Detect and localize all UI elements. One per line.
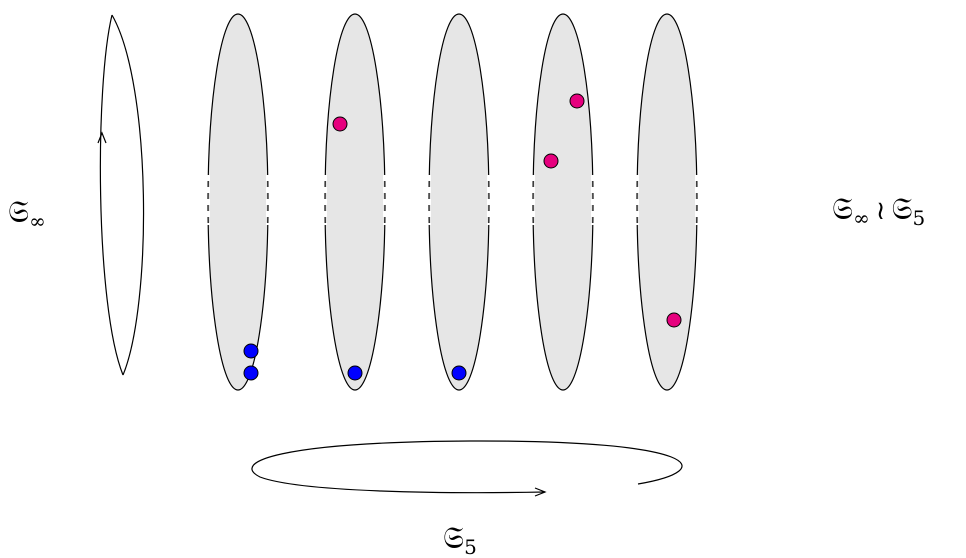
ellipse-column-5 [636,13,698,391]
vertical-loop-front [99,14,124,376]
ellipse-break-marks [206,175,699,225]
blue-dot [451,365,467,381]
blue-dot [243,343,259,359]
ellipse-group [207,13,698,391]
ellipse-column-2 [324,13,386,391]
blue-dot [347,365,363,381]
vertical-arrowhead [97,131,107,144]
left-group-label: 𝔖∞ [8,195,46,233]
blue-dot [243,365,259,381]
bottom-group-label: 𝔖5 [443,521,477,558]
vertical-rotation-arrow [97,14,145,376]
magenta-dot [332,116,348,132]
ellipse-column-3 [428,13,490,391]
right-wreath-label: 𝔖∞ ≀ 𝔖5 [832,192,925,230]
ellipse-column-4 [532,13,594,391]
horizontal-arrowhead [534,487,547,497]
magenta-dot [666,312,682,328]
ellipse-column-1 [207,13,269,391]
magenta-dot [543,153,559,169]
vertical-loop-back [111,14,145,376]
magenta-dot [569,93,585,109]
horizontal-loop [251,440,683,494]
horizontal-rotation-arrow [251,440,683,497]
dot-group [243,93,682,381]
